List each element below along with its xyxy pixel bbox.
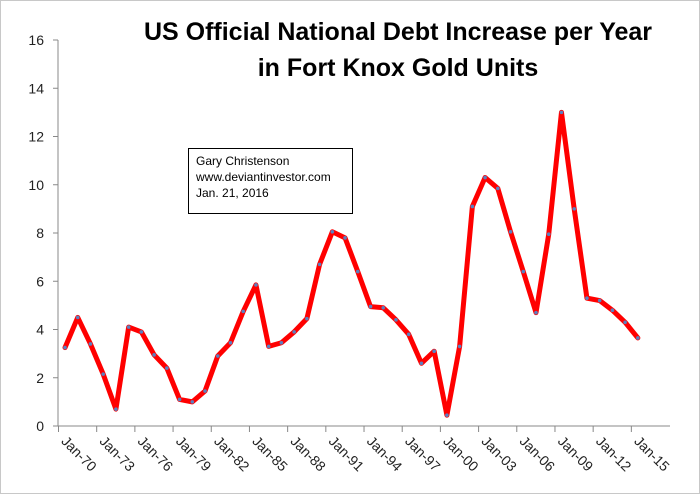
data-point — [177, 397, 182, 402]
x-tick-label: Jan-73 — [97, 433, 139, 475]
data-point — [114, 407, 118, 411]
x-tick-label: Jan-97 — [402, 433, 444, 475]
data-point — [215, 354, 220, 358]
annotation-author: Gary Christenson — [196, 154, 290, 168]
data-point — [254, 283, 258, 287]
data-point — [292, 330, 296, 334]
data-point — [355, 269, 360, 274]
x-tick-label: Jan-03 — [478, 433, 520, 475]
data-point — [88, 342, 93, 346]
data-point — [381, 305, 386, 310]
x-tick-label: Jan-94 — [364, 433, 406, 475]
data-point — [470, 204, 475, 209]
x-tick-label: Jan-88 — [288, 433, 330, 475]
y-tick-label: 2 — [36, 370, 44, 386]
data-point — [75, 315, 80, 320]
data-point — [317, 262, 322, 267]
data-point — [432, 349, 436, 354]
data-point — [266, 344, 271, 349]
x-tick-label: Jan-70 — [58, 433, 100, 475]
data-point — [203, 389, 207, 393]
data-point — [483, 175, 487, 180]
data-point — [406, 332, 411, 337]
x-tick-label: Jan-82 — [211, 433, 253, 475]
data-point — [610, 308, 615, 313]
y-tick-label: 12 — [28, 129, 44, 145]
x-tick-label: Jan-12 — [593, 433, 635, 475]
data-point — [63, 345, 67, 350]
data-point — [343, 236, 347, 240]
chart-title-line-1: US Official National Debt Increase per Y… — [144, 18, 652, 46]
data-point — [139, 330, 144, 334]
x-tick-label: Jan-85 — [249, 433, 291, 475]
data-point — [585, 296, 589, 300]
annotation-website: www.deviantinvestor.com — [196, 170, 331, 184]
data-point — [152, 353, 156, 357]
data-point — [445, 413, 449, 417]
y-tick-label: 0 — [36, 418, 44, 434]
x-tick-label: Jan-15 — [631, 433, 673, 475]
x-tick-label: Jan-06 — [517, 433, 559, 475]
data-point — [559, 110, 564, 115]
series-line — [62, 109, 641, 418]
data-point — [457, 344, 462, 349]
y-tick-label: 14 — [28, 80, 44, 96]
y-tick-label: 8 — [36, 225, 44, 241]
y-tick-label: 4 — [36, 322, 44, 338]
data-point — [190, 400, 195, 404]
data-point — [126, 325, 131, 329]
y-tick-label: 6 — [36, 273, 44, 289]
data-point — [419, 361, 424, 366]
annotation-box: Gary Christenson www.deviantinvestor.com… — [188, 148, 353, 214]
data-point — [241, 309, 246, 314]
x-tick-label: Jan-00 — [440, 433, 482, 475]
annotation-date: Jan. 21, 2016 — [196, 186, 269, 200]
y-tick-label: 10 — [28, 177, 44, 193]
data-point — [636, 336, 640, 340]
data-point — [623, 320, 627, 325]
x-tick-label: Jan-76 — [135, 433, 177, 475]
x-tick-label: Jan-09 — [555, 433, 597, 475]
data-point — [394, 318, 398, 322]
data-point — [228, 340, 233, 345]
data-point — [330, 229, 335, 234]
data-point — [101, 372, 105, 376]
y-tick-label: 16 — [28, 32, 44, 48]
data-point — [546, 232, 551, 237]
data-point — [572, 207, 576, 211]
chart-title-line-2: in Fort Knox Gold Units — [258, 54, 539, 82]
data-point — [496, 186, 500, 191]
data-point — [305, 316, 309, 321]
data-point — [279, 340, 284, 345]
x-tick-label: Jan-79 — [173, 433, 215, 475]
data-point — [368, 304, 373, 309]
data-point — [508, 229, 513, 234]
data-point — [534, 310, 538, 315]
data-point — [597, 298, 602, 303]
data-point — [165, 366, 169, 370]
data-point — [521, 269, 526, 274]
x-tick-label: Jan-91 — [326, 433, 368, 475]
